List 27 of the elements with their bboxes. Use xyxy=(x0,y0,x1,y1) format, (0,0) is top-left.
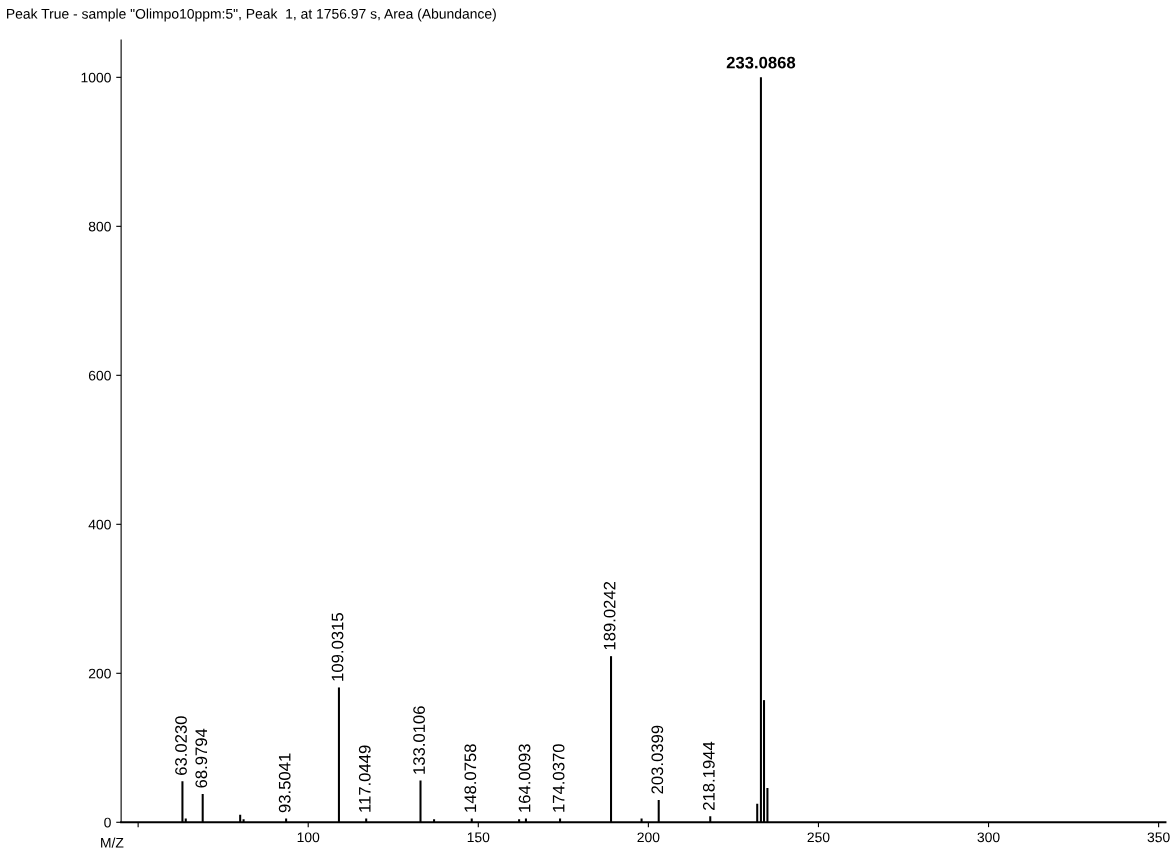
x-tick-label: 100 xyxy=(297,832,320,843)
annotation: 189.0242 xyxy=(603,581,616,650)
y-tick-label: 400 xyxy=(88,519,111,530)
chart-title: Peak True - sample "Olimpo10ppm:5", Peak 1, at 1756.97 s, Area (Abundance) xyxy=(7,8,496,22)
annotation: 174.0370 xyxy=(552,744,565,812)
annotation: 218.1944 xyxy=(702,741,715,810)
x-tick-label: 150 xyxy=(467,832,490,843)
annotation: 148.0758 xyxy=(464,744,477,812)
x-tick-label: 200 xyxy=(637,832,660,843)
annotation: 63.0230 xyxy=(175,716,187,775)
annotation: 93.5041 xyxy=(278,753,291,813)
annotation: 164.0093 xyxy=(518,744,531,812)
annotation: 117.0449 xyxy=(358,745,371,812)
y-tick-label: 0 xyxy=(104,817,111,828)
annotation: 109.0315 xyxy=(331,613,344,681)
annotation: 68.9794 xyxy=(195,728,208,788)
x-tick-label: 350 xyxy=(1147,832,1170,843)
y-tick-label: 600 xyxy=(88,370,111,381)
x-axis-title: M/Z xyxy=(101,837,124,848)
annotation: 233.0868 xyxy=(726,56,796,69)
annotation: 203.0399 xyxy=(651,725,664,794)
x-tick-label: 250 xyxy=(807,832,830,843)
annotation: 133.0106 xyxy=(413,706,425,774)
y-tick-label: 800 xyxy=(88,221,111,232)
x-tick-label: 300 xyxy=(977,832,1000,843)
y-tick-label: 200 xyxy=(88,668,111,679)
y-tick-label: 1000 xyxy=(81,72,111,83)
